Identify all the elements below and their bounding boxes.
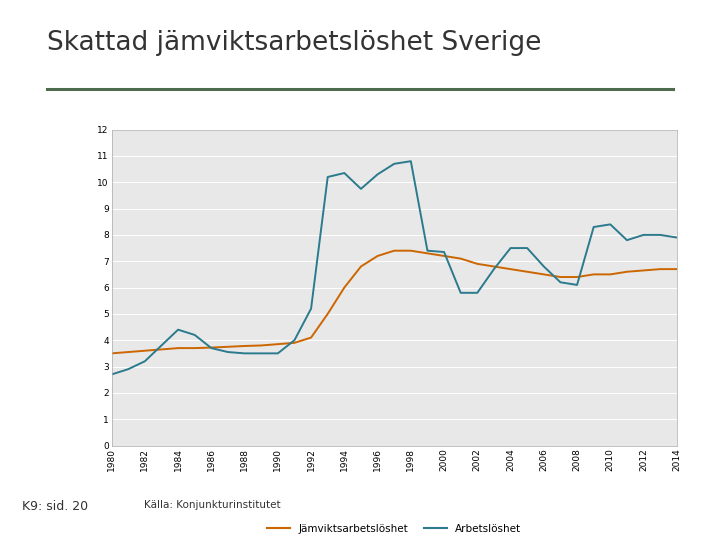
Legend: Jämviktsarbetslöshet, Arbetslöshet: Jämviktsarbetslöshet, Arbetslöshet (263, 520, 526, 538)
Text: K9: sid. 20: K9: sid. 20 (22, 500, 88, 512)
Text: Skattad jämviktsarbetslöshet Sverige: Skattad jämviktsarbetslöshet Sverige (47, 30, 541, 56)
Text: Källa: Konjunkturinstitutet: Källa: Konjunkturinstitutet (144, 500, 281, 510)
